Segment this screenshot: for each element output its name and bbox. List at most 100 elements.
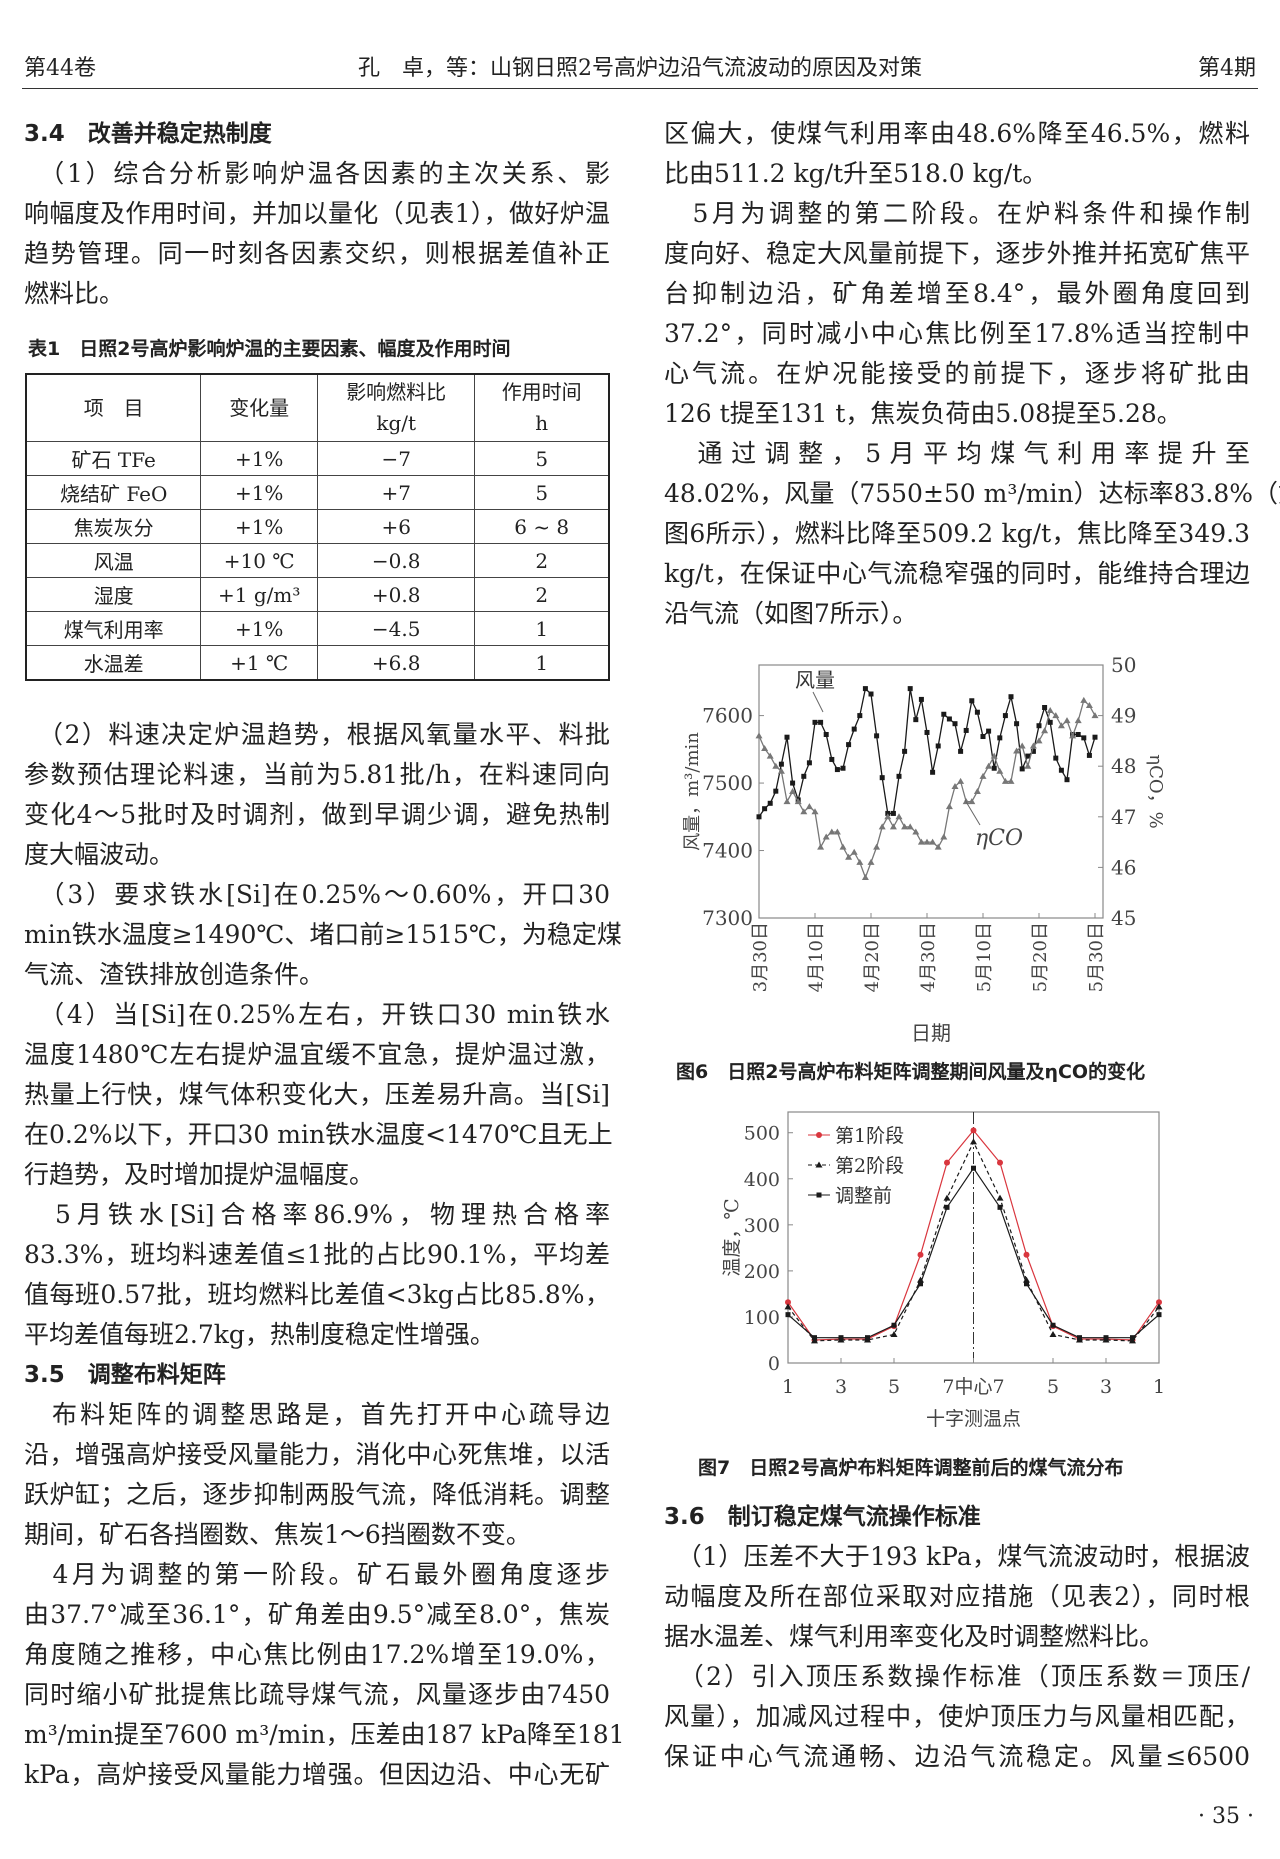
y-tick-label: 7300 (702, 906, 753, 930)
data-point (990, 752, 998, 759)
data-point (756, 814, 762, 820)
table-cell: 焦炭灰分 (25, 509, 202, 544)
data-point (929, 838, 937, 845)
data-point (985, 762, 993, 769)
text-line: 83.3%，班均料速差值≤1批的占比90.1%，平均差 (24, 1240, 610, 1269)
data-point (1049, 1330, 1057, 1337)
data-point (784, 1303, 792, 1310)
table-cell: +1 g/m³ (200, 577, 318, 612)
data-point (777, 767, 785, 774)
data-point (1036, 723, 1042, 729)
data-point (1025, 753, 1031, 759)
data-point (1024, 1281, 1029, 1287)
text-line: 37.2°，同时减小中心焦比例至17.8%适当控制中 (664, 319, 1250, 348)
text-line: 变化4～5批时及时调剂，做到早调少调，避免热制 (24, 800, 610, 829)
data-point (941, 711, 947, 717)
table-row: 焦炭灰分 +1% +6 6 ~ 8 (25, 509, 610, 544)
y-tick-label: 300 (744, 1215, 780, 1237)
y2-axis-label: ηCO，% (1145, 754, 1166, 828)
data-point (1046, 707, 1054, 714)
data-point (1002, 713, 1008, 719)
text-line: （2）料速决定炉温趋势，根据风氧量水平、料批 (24, 720, 610, 749)
data-point (917, 1251, 924, 1258)
data-point (785, 1312, 791, 1318)
x-tick-label: 4月10日 (806, 922, 827, 992)
section-heading: 3.6 制订稳定煤气流操作标准 (664, 1504, 981, 1530)
data-point (778, 761, 784, 767)
figure-6-caption: 图6 日照2号高炉布料矩阵调整期间风量及ηCO的变化 (676, 1061, 1146, 1083)
y2-tick-label: 46 (1111, 855, 1136, 879)
data-point (944, 1159, 950, 1166)
text-line: 通过调整，5月平均煤气利用率提升至 (664, 439, 1250, 468)
data-point (857, 713, 863, 719)
data-point (896, 773, 902, 779)
data-point (913, 717, 919, 723)
table-cell: −4.5 (316, 611, 476, 646)
y-tick-label: 7500 (702, 771, 753, 795)
plot-frame (758, 664, 1104, 919)
data-point (861, 874, 869, 881)
data-point (971, 1165, 976, 1171)
x-tick-label: 1 (782, 1376, 794, 1398)
legend-label: 第1阶段 (835, 1125, 904, 1147)
table-caption: 表1 日照2号高炉影响炉温的主要因素、幅度及作用时间 (28, 338, 511, 360)
y-tick-label: 500 (744, 1123, 780, 1145)
x-tick-label: 5月20日 (1030, 922, 1051, 992)
y2-tick-label: 49 (1111, 704, 1136, 728)
data-point (1129, 1337, 1136, 1344)
data-point (1081, 735, 1087, 741)
data-point (868, 691, 874, 697)
data-point (811, 1337, 818, 1344)
data-point (970, 1127, 977, 1134)
data-point (1023, 1276, 1030, 1283)
section-heading: 3.5 调整布料矩阵 (24, 1362, 226, 1388)
text-line: min铁水温度≥1490℃、堵口前≥1515℃，为稳定煤 (24, 920, 622, 949)
table-cell: 矿石 TFe (25, 441, 202, 476)
text-line: 动幅度及所在部位采取对应措施（见表2），同时根 (664, 1582, 1250, 1611)
text-line: 参数预估理论料速，当前为5.81批/h，在料速同向 (24, 760, 610, 789)
text-line: 比由511.2 kg/t升至518.0 kg/t。 (664, 159, 1048, 188)
data-point (865, 1335, 870, 1341)
data-point (1069, 732, 1077, 739)
y2-tick-label: 48 (1111, 754, 1136, 778)
data-point (856, 858, 864, 865)
data-point (906, 823, 914, 830)
x-tick-label: 3 (835, 1376, 847, 1398)
table-cell: +1% (200, 475, 318, 510)
data-point (986, 728, 992, 734)
data-point (996, 1194, 1004, 1201)
x-tick-label: 7中心7 (942, 1376, 1004, 1398)
data-point (767, 800, 773, 806)
text-line: 由37.7°减至36.1°，矿角差由9.5°减至8.0°，焦炭 (24, 1600, 610, 1629)
data-point (970, 1138, 977, 1145)
table-header-cell: 影响燃料比 kg/t (316, 373, 476, 442)
table-cell: +0.8 (316, 577, 476, 612)
data-point (902, 748, 908, 754)
left-column-top: 3.4 改善并稳定热制度 （1）综合分析影响炉温各因素的主次关系、影 响幅度及作用… (24, 114, 610, 314)
data-point (822, 833, 830, 840)
data-point (946, 716, 952, 722)
text-line: 据水温差、煤气利用率变化及时调整燃料比。 (664, 1622, 1165, 1651)
data-point (1077, 1335, 1082, 1341)
data-point (1050, 1322, 1056, 1328)
data-point (878, 823, 886, 830)
y-tick-label: 0 (768, 1353, 780, 1375)
data-point (980, 734, 986, 740)
data-point (979, 772, 987, 779)
data-point (817, 843, 825, 850)
table-header-cell: 变化量 (200, 373, 318, 442)
data-point (968, 798, 976, 805)
data-point (996, 767, 1004, 774)
data-point (812, 719, 818, 725)
data-point (1058, 767, 1064, 773)
legend-marker (815, 1161, 823, 1168)
text-line: （4）当[Si]在0.25%左右，开铁口30 min铁水 (24, 1000, 610, 1029)
table-cell: 2 (474, 577, 610, 612)
table-cell: +1% (200, 509, 318, 544)
data-point (957, 777, 965, 784)
text-line: 角度随之推移，中心焦比例由17.2%增至19.0%， (24, 1640, 610, 1669)
data-point (890, 810, 896, 816)
table-cell: +1 ℃ (200, 645, 318, 681)
table-cell: 6 ~ 8 (474, 509, 610, 544)
